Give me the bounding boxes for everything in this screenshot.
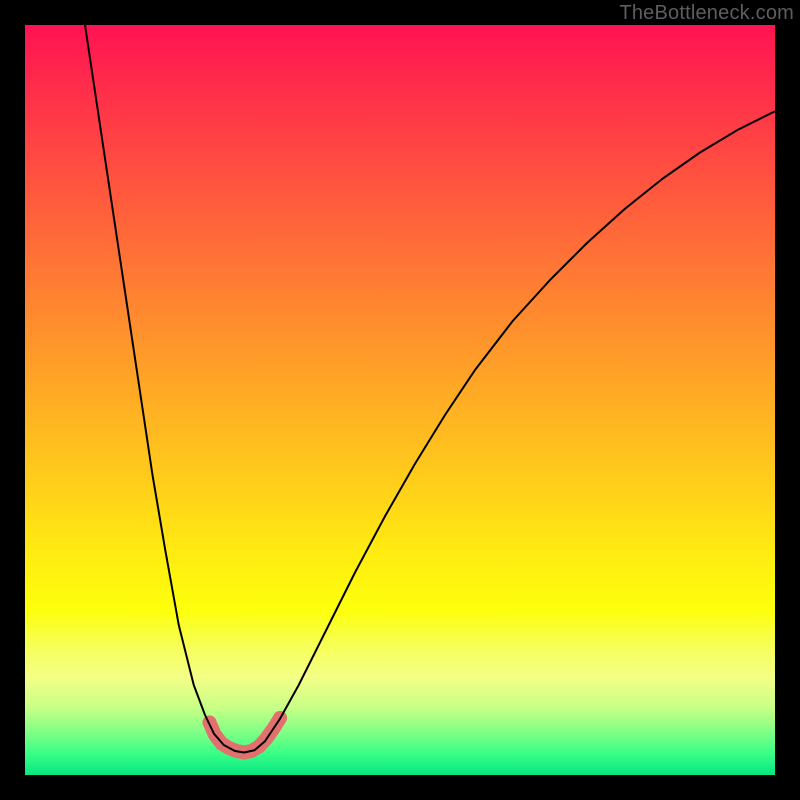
- watermark-text: TheBottleneck.com: [619, 2, 794, 25]
- bottleneck-curve: [85, 25, 775, 753]
- plot-area: [25, 25, 775, 775]
- chart-root: TheBottleneck.com: [0, 0, 800, 800]
- highlight-band: [203, 711, 288, 753]
- curve-layer: [25, 25, 775, 775]
